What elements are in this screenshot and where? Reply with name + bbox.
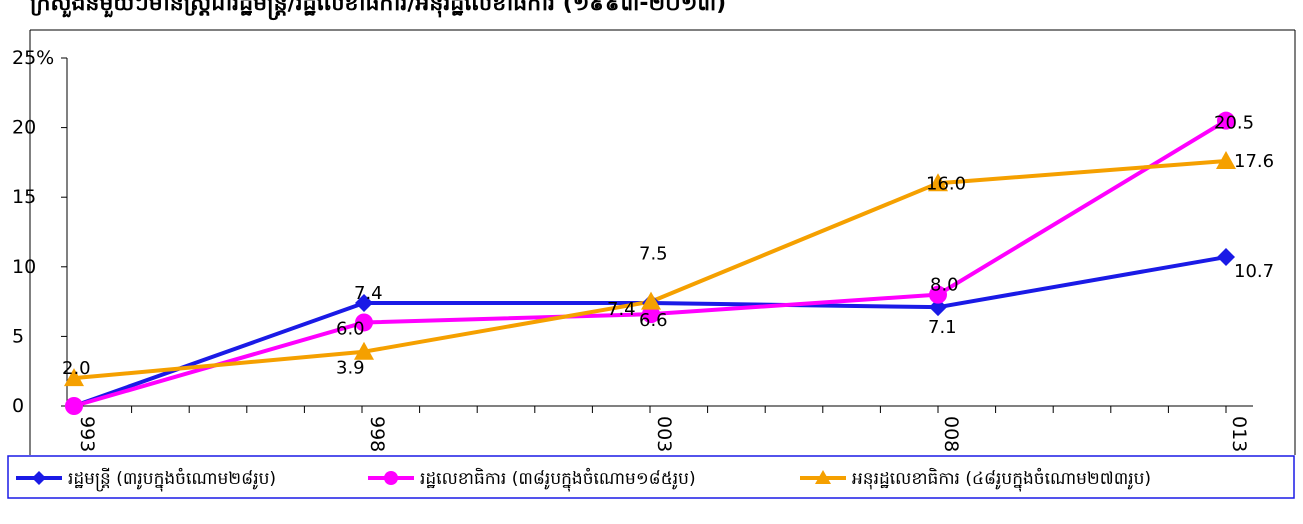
data-label: 6.0 (336, 318, 365, 339)
x-tick-label: 993 (76, 416, 98, 452)
data-label: 2.0 (62, 358, 91, 379)
series-1-point (355, 313, 373, 332)
chart-title: ក្រសួងនីមួយៗមានស្ត្រីជារដ្ឋមន្ត្រី/រដ្ឋល… (30, 0, 726, 21)
x-tick-label: 003 (653, 416, 675, 452)
x-tick-label: 013 (1228, 416, 1250, 452)
data-label: 7.1 (928, 317, 957, 338)
series-1-point (65, 397, 83, 415)
series-2-point (928, 173, 948, 192)
y-tick-label: 25% (12, 47, 54, 69)
legend-box (7, 455, 1295, 499)
legend: រដ្ឋមន្ត្រី (៣រូបក្នុងចំណោម២៨រូប) រដ្ឋលេខ… (7, 455, 1295, 499)
series-line-0 (73, 255, 1227, 408)
legend-marker-2 (815, 470, 831, 484)
data-label: 16.0 (926, 173, 966, 194)
data-label: 7.4 (354, 283, 383, 304)
y-tick-label: 0 (12, 395, 24, 417)
y-tick-label: 5 (12, 325, 24, 347)
series-2-point (354, 341, 374, 360)
series-1-point (1217, 111, 1235, 130)
data-label: 17.6 (1234, 151, 1274, 172)
legend-label-1: រដ្ឋលេខាធិការ (៣៨រូបក្នុងចំណោម១៨៥រូប) (420, 467, 696, 492)
legend-marker-0 (32, 471, 46, 485)
axes: 0 5 10 15 20 25% 993 998 003 008 013 (12, 29, 1296, 455)
data-label: 7.5 (639, 244, 668, 265)
x-tick-label: 998 (366, 416, 388, 452)
data-labels: 7.4 7.4 7.1 10.7 6.0 6.6 8.0 20.5 2.0 3.9 7.5 16.0 1… (62, 113, 1274, 380)
series-1-point (929, 285, 947, 304)
series-1-point (642, 305, 660, 324)
series-0-point (355, 293, 373, 312)
y-tick-label: 10 (12, 256, 36, 278)
x-tick-label: 008 (940, 416, 962, 452)
series-2-point (64, 368, 84, 387)
series-0-point (929, 298, 947, 317)
data-label: 3.9 (336, 358, 365, 379)
data-label: 8.0 (930, 275, 959, 296)
legend-label-0: រដ្ឋមន្ត្រី (៣រូបក្នុងចំណោម២៨រូប) (68, 467, 276, 492)
series-2-point (641, 291, 661, 310)
legend-marker-1 (384, 471, 398, 485)
data-label: 20.5 (1214, 113, 1254, 134)
series-0-point (1217, 248, 1235, 267)
series-markers (64, 111, 1236, 415)
legend-label-2: អនុរដ្ឋលេខាធិការ (៤៨រូបក្នុងចំណោម២៧៣រូប) (852, 467, 1151, 492)
series-2-point (1216, 151, 1236, 170)
data-label: 6.6 (639, 310, 668, 331)
data-label: 7.4 (607, 299, 636, 320)
data-label: 10.7 (1234, 261, 1274, 282)
y-tick-label: 20 (12, 117, 36, 139)
y-tick-label: 15 (12, 186, 36, 208)
